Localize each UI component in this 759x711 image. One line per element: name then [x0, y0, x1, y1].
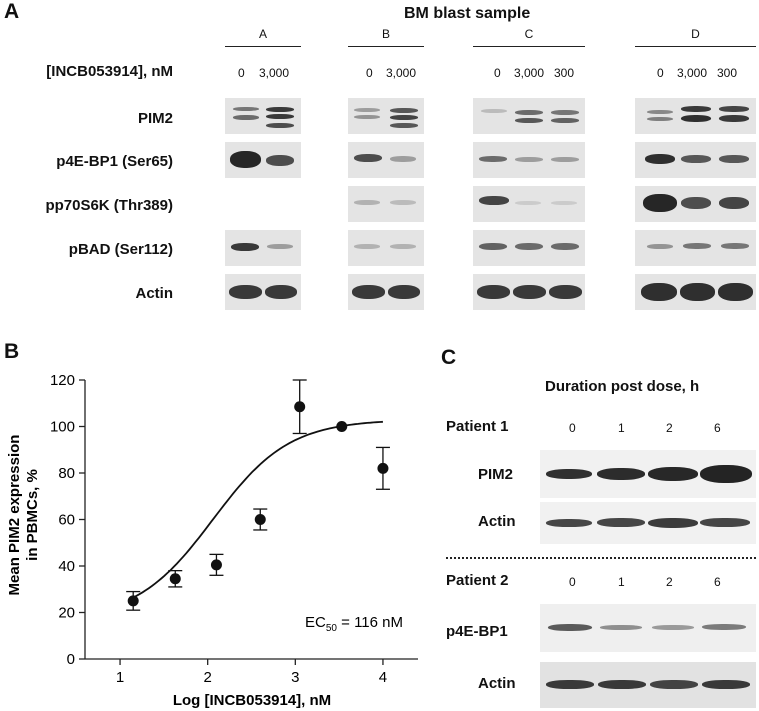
dose-b-1: 3,000 — [386, 66, 417, 80]
blot-d-p4ebp1 — [635, 142, 756, 178]
dose-c-1: 3,000 — [514, 66, 545, 80]
y-tick-label: 20 — [58, 605, 75, 622]
y-tick-label: 100 — [50, 419, 75, 436]
dose-d-1: 3,000 — [677, 66, 708, 80]
x-tick-label: 2 — [204, 669, 212, 686]
dose-c-0: 0 — [494, 66, 501, 80]
p2-row-actin: Actin — [478, 675, 516, 692]
y-axis-label-line2: in PBMCs, % — [24, 469, 41, 561]
dose-b-0: 0 — [366, 66, 373, 80]
ec50-annotation: EC50 = 116 nM — [305, 614, 403, 634]
p1-row-pim2: PIM2 — [478, 466, 514, 483]
sample-label-d: D — [691, 27, 700, 41]
y-tick-label: 120 — [50, 372, 75, 389]
p1-time-2: 2 — [666, 421, 673, 435]
blot-b-p4ebp1 — [348, 142, 424, 178]
data-point — [127, 595, 139, 607]
row-label-pbad: pBAD (Ser112) — [68, 241, 173, 258]
y-axis-label-line1: Mean PIM2 expression — [6, 435, 23, 596]
x-tick-label: 4 — [379, 669, 387, 686]
y-tick-label: 60 — [58, 512, 75, 529]
blot-b-pp70s6k — [348, 186, 424, 222]
blot-d-actin — [635, 274, 756, 310]
blot-c-pbad — [473, 230, 585, 266]
row-label-pp70s6k: pp70S6K (Thr389) — [45, 197, 173, 214]
patient-1-label: Patient 1 — [446, 418, 509, 435]
blot-p1-actin — [540, 502, 756, 544]
blot-b-pbad — [348, 230, 424, 266]
sample-rule-c — [473, 46, 585, 47]
blot-b-pim2 — [348, 98, 424, 134]
p1-time-0: 0 — [569, 421, 576, 435]
sample-rule-a — [225, 46, 301, 47]
data-point — [210, 559, 222, 571]
blot-a-actin — [225, 274, 301, 310]
data-point — [169, 573, 181, 585]
p1-time-6: 6 — [714, 421, 721, 435]
patient-divider — [446, 557, 756, 559]
dose-d-2: 300 — [717, 66, 738, 80]
y-tick-label: 80 — [58, 465, 75, 482]
x-tick-label: 1 — [116, 669, 124, 686]
x-tick-label: 3 — [291, 669, 299, 686]
blot-d-pbad — [635, 230, 756, 266]
blot-p2-p4ebp1 — [540, 604, 756, 652]
sample-label-b: B — [381, 27, 390, 41]
dose-a-1: 3,000 — [259, 66, 290, 80]
blot-b-actin — [348, 274, 424, 310]
blot-d-pp70s6k — [635, 186, 756, 222]
x-axis-label: Log [INCB053914], nM — [173, 692, 331, 709]
row-label-p4ebp1: p4E-BP1 (Ser65) — [56, 153, 173, 170]
p2-time-0: 0 — [569, 575, 576, 589]
blot-c-actin — [473, 274, 585, 310]
data-point — [336, 421, 348, 432]
row-label-pim2: PIM2 — [137, 110, 173, 127]
blot-p1-pim2 — [540, 450, 756, 498]
p2-row-p4ebp1: p4E-BP1 — [446, 623, 508, 640]
patient-2-label: Patient 2 — [446, 572, 509, 589]
blot-a-p4ebp1 — [225, 142, 301, 178]
y-tick-label: 0 — [67, 651, 75, 668]
sample-rule-d — [635, 46, 756, 47]
blot-a-pbad — [225, 230, 301, 266]
blot-a-pim2 — [225, 98, 301, 134]
blot-p2-actin — [540, 662, 756, 708]
dose-c-2: 300 — [554, 66, 575, 80]
blot-c-pp70s6k — [473, 186, 585, 222]
sample-rule-b — [348, 46, 424, 47]
duration-label: Duration post dose, h — [545, 378, 700, 395]
blot-c-p4ebp1 — [473, 142, 585, 178]
panel-c-letter: C — [441, 346, 457, 369]
data-point — [377, 462, 389, 474]
p1-row-actin: Actin — [478, 513, 516, 530]
data-point — [294, 401, 306, 413]
dose-response-chart: Mean PIM2 expression in PBMCs, % 0 20 40 60… — [6, 372, 418, 709]
blot-d-pim2 — [635, 98, 756, 134]
p2-time-6: 6 — [714, 575, 721, 589]
dose-a-0: 0 — [238, 66, 245, 80]
panel-a-letter: A — [4, 0, 20, 23]
data-point — [254, 514, 266, 525]
row-label-actin: Actin — [135, 285, 174, 302]
p2-time-1: 1 — [618, 575, 625, 589]
sample-label-a: A — [258, 27, 267, 41]
panel-a-title: BM blast sample — [404, 5, 531, 22]
dose-label: [INCB053914], nM — [46, 63, 173, 80]
p1-time-1: 1 — [618, 421, 625, 435]
panel-b-letter: B — [4, 340, 20, 363]
y-tick-label: 40 — [58, 558, 75, 575]
blot-c-pim2 — [473, 98, 585, 134]
p2-time-2: 2 — [666, 575, 673, 589]
sample-label-c: C — [524, 27, 534, 41]
dose-d-0: 0 — [657, 66, 664, 80]
